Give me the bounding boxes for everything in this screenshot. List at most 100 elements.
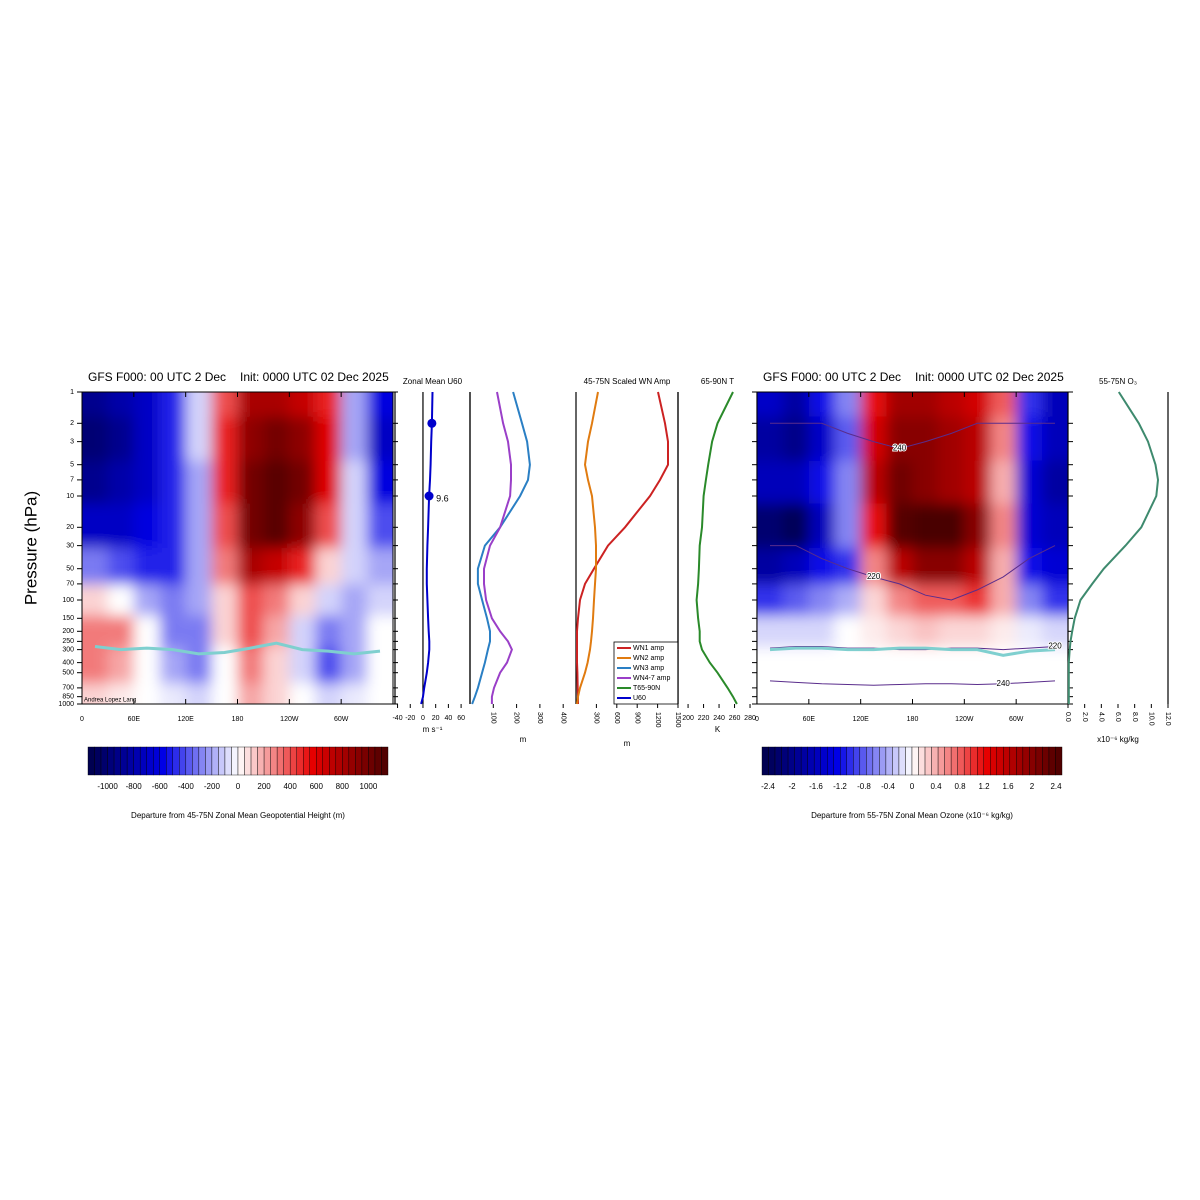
y-tick-label: 150 bbox=[62, 615, 74, 622]
y-tick-label: 100 bbox=[62, 597, 74, 604]
heatmap-cell bbox=[211, 615, 238, 648]
chart-title: GFS F000: 00 UTC 2 Dec bbox=[763, 370, 901, 384]
colorbar-box bbox=[1016, 746, 1024, 776]
heatmap-cell bbox=[757, 584, 784, 617]
heatmap-cell bbox=[834, 584, 862, 617]
heatmap-cell bbox=[159, 615, 187, 648]
colorbar-tick-label: 0 bbox=[910, 782, 915, 791]
contour-line bbox=[769, 680, 1056, 686]
y-tick-label: 300 bbox=[62, 646, 74, 653]
heatmap-cell bbox=[964, 548, 991, 585]
x-tick-label: 300 bbox=[536, 712, 543, 724]
colorbar-box bbox=[963, 746, 971, 776]
heatmap-cell bbox=[159, 503, 187, 549]
colorbar-box bbox=[950, 746, 958, 776]
profile-line bbox=[420, 391, 434, 705]
profile-marker bbox=[427, 418, 437, 428]
colorbar-box bbox=[139, 746, 147, 776]
colorbar-box bbox=[146, 746, 154, 776]
heatmap-cell bbox=[964, 416, 991, 462]
heatmap-cell bbox=[886, 646, 913, 684]
colorbar-box bbox=[276, 746, 284, 776]
heatmap-cell bbox=[1042, 615, 1068, 648]
heatmap-cell bbox=[782, 416, 810, 462]
heatmap-cell bbox=[211, 460, 238, 505]
heatmap-cell bbox=[367, 503, 393, 549]
x-tick-label: 120W bbox=[280, 716, 299, 723]
heatmap-cell bbox=[289, 460, 316, 505]
heatmap-cell bbox=[886, 392, 913, 418]
heatmap-cell bbox=[185, 416, 213, 462]
colorbar-box bbox=[172, 746, 180, 776]
heatmap-cell bbox=[82, 416, 109, 462]
chart-title: 55-75N O₃ bbox=[1099, 377, 1137, 386]
heatmap-cell bbox=[82, 646, 109, 684]
heatmap-cell bbox=[834, 683, 862, 704]
colorbar-box bbox=[905, 746, 913, 776]
heatmap-cell bbox=[315, 392, 342, 418]
heatmap-cell bbox=[1042, 646, 1068, 684]
heatmap-cell bbox=[185, 503, 213, 549]
heatmap-cell bbox=[263, 548, 290, 585]
colorbar-box bbox=[1009, 746, 1017, 776]
heatmap-cell bbox=[263, 460, 290, 505]
heatmap-cell bbox=[367, 548, 393, 585]
heatmap-cell bbox=[964, 460, 991, 505]
colorbar-box bbox=[289, 746, 297, 776]
x-tick-label: 400 bbox=[559, 712, 566, 724]
profile-line bbox=[1067, 391, 1160, 704]
colorbar-box bbox=[1003, 746, 1011, 776]
colorbar-box bbox=[296, 746, 304, 776]
heatmap-cell bbox=[133, 460, 161, 505]
heatmap-cell bbox=[237, 615, 264, 648]
heatmap-cell bbox=[964, 503, 991, 549]
heatmap-cell bbox=[367, 615, 393, 648]
heatmap-cell bbox=[107, 548, 135, 585]
colorbar-box bbox=[205, 746, 213, 776]
x-tick-label: 0 bbox=[80, 716, 84, 723]
heatmap-cell bbox=[82, 392, 109, 418]
heatmap-cell bbox=[782, 646, 810, 684]
y-tick-label: 50 bbox=[66, 566, 74, 573]
colorbar-box bbox=[931, 746, 939, 776]
heatmap-cell bbox=[1042, 460, 1068, 505]
chart-subtitle: Init: 0000 UTC 02 Dec 2025 bbox=[240, 370, 389, 384]
legend-label: WN1 amp bbox=[633, 645, 664, 652]
colorbar-box bbox=[270, 746, 278, 776]
heatmap-cell bbox=[289, 683, 316, 704]
heatmap-cell bbox=[82, 503, 109, 549]
colorbar-box bbox=[198, 746, 206, 776]
heatmap-cell bbox=[159, 584, 187, 617]
colorbar-box bbox=[211, 746, 219, 776]
x-axis-label: m s⁻¹ bbox=[423, 725, 443, 734]
heatmap-cell bbox=[938, 683, 965, 704]
heatmap-cell bbox=[341, 683, 368, 704]
colorbar-box bbox=[1022, 746, 1030, 776]
heatmap-cell bbox=[912, 683, 939, 704]
colorbar-tick-label: 0.8 bbox=[954, 782, 966, 791]
heatmap-cell bbox=[315, 416, 342, 462]
colorbar-box bbox=[813, 746, 821, 776]
x-tick-label: 1200 bbox=[654, 712, 661, 728]
colorbar-box bbox=[361, 746, 369, 776]
heatmap-cell bbox=[912, 548, 939, 585]
heatmap-cell bbox=[808, 615, 836, 648]
heatmap-cell bbox=[82, 548, 109, 585]
colorbar-tick-label: -1.2 bbox=[833, 782, 847, 791]
heatmap-cell bbox=[185, 683, 213, 704]
heatmap-cell bbox=[159, 548, 187, 585]
y-tick-label: 2 bbox=[70, 420, 74, 427]
heatmap-cell bbox=[341, 548, 368, 585]
colorbar-tick-label: -0.8 bbox=[857, 782, 871, 791]
heatmap-cell bbox=[107, 584, 135, 617]
heatmap-cell bbox=[912, 460, 939, 505]
colorbar-box bbox=[787, 746, 795, 776]
heatmap-cell bbox=[782, 615, 810, 648]
heatmap-cell bbox=[938, 646, 965, 684]
x-tick-label: 120W bbox=[955, 716, 974, 723]
heatmap-cell bbox=[107, 646, 135, 684]
heatmap-cell bbox=[757, 460, 784, 505]
x-tick-label: 20 bbox=[432, 715, 440, 722]
colorbar-box bbox=[316, 746, 323, 776]
heatmap-cell bbox=[860, 392, 888, 418]
